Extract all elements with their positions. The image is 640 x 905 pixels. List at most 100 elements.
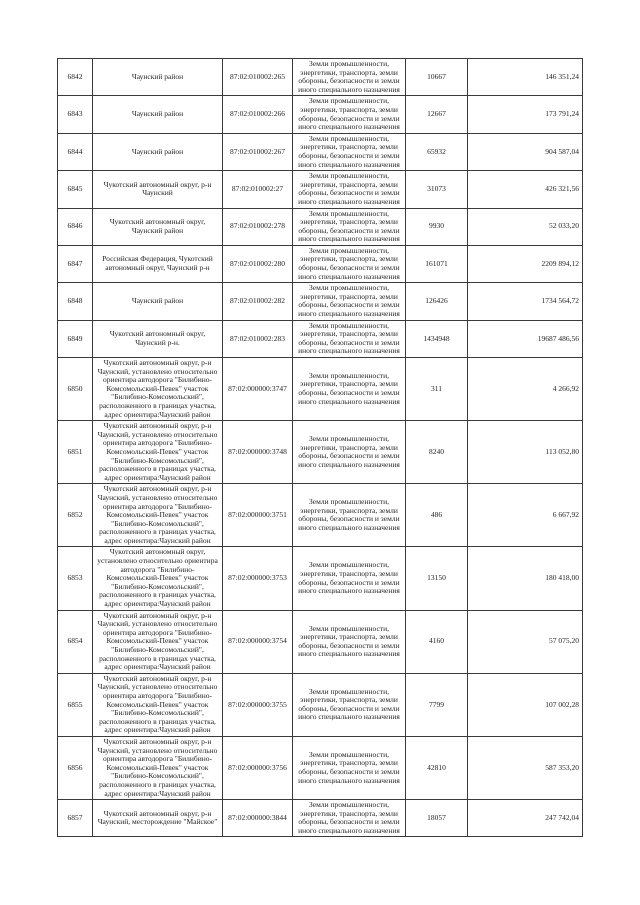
cadastral-number-cell: 87:02:000000:3754 (222, 609, 293, 674)
value-cell: 52 033,20 (467, 207, 583, 246)
area-cell: 9930 (405, 207, 468, 246)
land-category-cell: Земли промышленности, энергетики, трансп… (292, 244, 406, 284)
table-row: 6846 Чукотский автономный округ, Чаунски… (57, 207, 583, 246)
land-category-cell: Земли промышленности, энергетики, трансп… (292, 483, 406, 548)
row-number-cell: 6854 (57, 609, 93, 674)
table-body: 6842 Чаунский район 87:02:010002:265 Зем… (57, 57, 583, 838)
row-number-cell: 6850 (57, 356, 93, 422)
area-cell: 10667 (405, 57, 468, 97)
area-cell: 18057 (405, 799, 468, 838)
land-category-cell: Земли промышленности, энергетики, трансп… (292, 735, 406, 801)
value-cell: 6 667,92 (467, 483, 583, 548)
value-cell: 2209 894,12 (467, 244, 583, 284)
area-cell: 486 (405, 483, 468, 548)
area-cell: 7799 (405, 672, 468, 737)
cadastral-number-cell: 87:02:010002:266 (222, 95, 293, 134)
location-cell: Чаунский район (92, 95, 223, 134)
table-row: 6854 Чукотский автономный округ, р-н Чау… (57, 609, 583, 674)
location-cell: Чукотский автономный округ, р-н Чаунский (92, 170, 223, 209)
land-category-cell: Земли промышленности, энергетики, трансп… (292, 546, 406, 611)
location-cell: Чукотский автономный округ, р-н Чаунский… (92, 735, 223, 801)
cadastral-number-cell: 87:02:000000:3753 (222, 546, 293, 611)
land-category-cell: Земли промышленности, энергетики, трансп… (292, 609, 406, 674)
cadastral-number-cell: 87:02:010002:27 (222, 170, 293, 209)
cadastral-number-cell: 87:02:000000:3755 (222, 672, 293, 737)
land-category-cell: Земли промышленности, энергетики, трансп… (292, 799, 406, 838)
table-row: 6855 Чукотский автономный округ, р-н Чау… (57, 672, 583, 737)
value-cell: 1734 564,72 (467, 282, 583, 321)
area-cell: 311 (405, 356, 468, 422)
row-number-cell: 6853 (57, 546, 93, 611)
table-row: 6857 Чукотский автономный округ, р-н Чау… (57, 799, 583, 838)
location-cell: Чукотский автономный округ, р-н Чаунский… (92, 672, 223, 737)
area-cell: 13150 (405, 546, 468, 611)
cadastral-number-cell: 87:02:000000:3756 (222, 735, 293, 801)
cadastral-number-cell: 87:02:000000:3751 (222, 483, 293, 548)
value-cell: 107 002,28 (467, 672, 583, 737)
location-cell: Чукотский автономный округ, р-н Чаунский… (92, 799, 223, 838)
land-category-cell: Земли промышленности, энергетики, трансп… (292, 319, 406, 359)
value-cell: 57 075,20 (467, 609, 583, 674)
row-number-cell: 6842 (57, 57, 93, 97)
cadastral-number-cell: 87:02:010002:283 (222, 319, 293, 359)
location-cell: Чукотский автономный округ, р-н Чаунский… (92, 483, 223, 548)
cadastral-number-cell: 87:02:010002:282 (222, 282, 293, 321)
area-cell: 31073 (405, 170, 468, 209)
land-category-cell: Земли промышленности, энергетики, трансп… (292, 207, 406, 246)
value-cell: 247 742,04 (467, 799, 583, 838)
value-cell: 904 587,04 (467, 132, 583, 172)
location-cell: Российская Федерация, Чукотский автономн… (92, 244, 223, 284)
cadastral-number-cell: 87:02:010002:280 (222, 244, 293, 284)
location-cell: Чукотский автономный округ, Чаунский р-н… (92, 319, 223, 359)
area-cell: 8240 (405, 420, 468, 485)
row-number-cell: 6843 (57, 95, 93, 134)
row-number-cell: 6857 (57, 799, 93, 838)
land-category-cell: Земли промышленности, энергетики, трансп… (292, 57, 406, 97)
row-number-cell: 6846 (57, 207, 93, 246)
table-row: 6853 Чукотский автономный округ, установ… (57, 546, 583, 611)
cadastral-number-cell: 87:02:000000:3748 (222, 420, 293, 485)
land-category-cell: Земли промышленности, энергетики, трансп… (292, 170, 406, 209)
value-cell: 113 052,80 (467, 420, 583, 485)
area-cell: 161071 (405, 244, 468, 284)
location-cell: Чаунский район (92, 57, 223, 97)
cadastral-number-cell: 87:02:010002:278 (222, 207, 293, 246)
row-number-cell: 6855 (57, 672, 93, 737)
table-row: 6851 Чукотский автономный округ, р-н Чау… (57, 420, 583, 485)
value-cell: 146 351,24 (467, 57, 583, 97)
land-category-cell: Земли промышленности, энергетики, трансп… (292, 420, 406, 485)
table-row: 6844 Чаунский район 87:02:010002:267 Зем… (57, 132, 583, 172)
row-number-cell: 6851 (57, 420, 93, 485)
land-category-cell: Земли промышленности, энергетики, трансп… (292, 672, 406, 737)
location-cell: Чаунский район (92, 282, 223, 321)
table-row: 6849 Чукотский автономный округ, Чаунски… (57, 319, 583, 359)
table-row: 6847 Российская Федерация, Чукотский авт… (57, 244, 583, 284)
table-row: 6848 Чаунский район 87:02:010002:282 Зем… (57, 282, 583, 321)
row-number-cell: 6845 (57, 170, 93, 209)
value-cell: 173 791,24 (467, 95, 583, 134)
table-row: 6852 Чукотский автономный округ, р-н Чау… (57, 483, 583, 548)
table-row: 6843 Чаунский район 87:02:010002:266 Зем… (57, 95, 583, 134)
location-cell: Чукотский автономный округ, р-н Чаунский… (92, 356, 223, 422)
location-cell: Чукотский автономный округ, Чаунский рай… (92, 207, 223, 246)
area-cell: 126426 (405, 282, 468, 321)
value-cell: 426 321,56 (467, 170, 583, 209)
land-category-cell: Земли промышленности, энергетики, трансп… (292, 95, 406, 134)
table-row: 6842 Чаунский район 87:02:010002:265 Зем… (57, 57, 583, 97)
land-category-cell: Земли промышленности, энергетики, трансп… (292, 132, 406, 172)
location-cell: Чукотский автономный округ, р-н Чаунский… (92, 420, 223, 485)
area-cell: 65932 (405, 132, 468, 172)
location-cell: Чукотский автономный округ, р-н Чаунский… (92, 609, 223, 674)
cadastral-number-cell: 87:02:000000:3747 (222, 356, 293, 422)
table-row: 6845 Чукотский автономный округ, р-н Чау… (57, 170, 583, 209)
area-cell: 1434948 (405, 319, 468, 359)
row-number-cell: 6848 (57, 282, 93, 321)
row-number-cell: 6856 (57, 735, 93, 801)
location-cell: Чукотский автономный округ, установлено … (92, 546, 223, 611)
cadastral-number-cell: 87:02:010002:265 (222, 57, 293, 97)
area-cell: 12667 (405, 95, 468, 134)
row-number-cell: 6849 (57, 319, 93, 359)
table-row: 6856 Чукотский автономный округ, р-н Чау… (57, 735, 583, 801)
table-row: 6850 Чукотский автономный округ, р-н Чау… (57, 356, 583, 422)
